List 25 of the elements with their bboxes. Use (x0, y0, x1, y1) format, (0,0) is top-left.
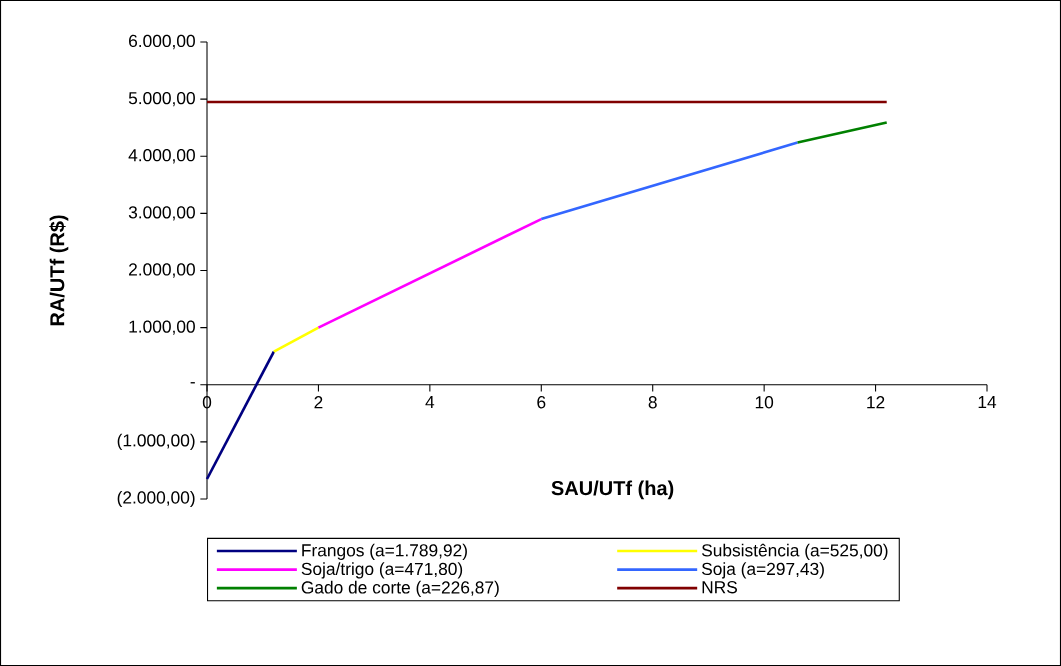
x-tick-label: 4 (425, 396, 435, 409)
legend-label: Soja (a=297,43) (701, 562, 824, 579)
x-tick-label: 12 (867, 396, 885, 409)
legend-label: Frangos (a=1.789,92) (302, 543, 467, 560)
legend-label: Gado de corte (a=226,87) (301, 580, 499, 598)
legend-label: NRS (702, 581, 737, 594)
y-tick-label: 6.000,00 (129, 34, 195, 50)
x-tick-label: 8 (648, 396, 657, 409)
y-tick-label: (2.000,00) (117, 490, 195, 508)
legend-label: Subsistência (a=525,00) (701, 543, 888, 560)
y-tick-label: (1.000,00) (117, 433, 195, 450)
x-tick-label: 0 (202, 396, 212, 409)
y-tick-label: - (190, 382, 195, 384)
y-tick-label: 5.000,00 (128, 91, 195, 107)
x-tick-label: 10 (755, 396, 774, 409)
y-tick-label: 2.000,00 (129, 263, 195, 278)
y-tick-label: 3.000,00 (128, 206, 195, 221)
y-axis-title: RA/UTf (R$) (49, 215, 69, 326)
x-tick-label: 6 (537, 396, 546, 409)
x-tick-label: 14 (978, 396, 997, 409)
x-axis-title: SAU/UTf (ha) (551, 480, 674, 500)
x-tick-label: 2 (314, 396, 323, 409)
legend-label: Soja/trigo (a=471,80) (301, 562, 463, 579)
y-tick-label: 4.000,00 (128, 149, 195, 164)
y-tick-label: 1.000,00 (129, 320, 195, 335)
